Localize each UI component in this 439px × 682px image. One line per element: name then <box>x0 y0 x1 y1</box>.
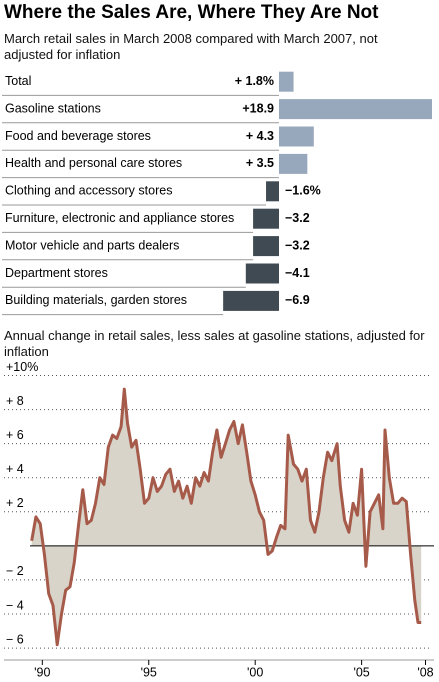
category-label: Motor vehicle and parts dealers <box>5 238 179 252</box>
category-label: Clothing and accessory stores <box>5 184 172 198</box>
y-tick-label: − 2 <box>6 564 24 578</box>
x-tick-label: '95 <box>141 665 157 679</box>
bar <box>279 153 308 174</box>
value-label: −3.2 <box>285 238 310 252</box>
bar <box>279 99 432 120</box>
y-tick-label: − 4 <box>6 598 24 612</box>
category-label: Total <box>5 74 31 88</box>
category-label: Building materials, garden stores <box>5 293 187 307</box>
area-fill <box>31 389 422 645</box>
y-tick-label: + 2 <box>6 496 24 510</box>
y-tick-label: + 8 <box>6 394 24 408</box>
bar <box>279 126 314 147</box>
value-label: −6.9 <box>285 293 310 307</box>
bar <box>266 181 279 202</box>
bar <box>223 290 279 311</box>
category-label: Department stores <box>5 266 108 280</box>
value-label: +18.9 <box>242 101 274 115</box>
x-tick-label: '00 <box>247 665 263 679</box>
chart-subtitle: March retail sales in March 2008 compare… <box>4 31 378 62</box>
bar <box>253 236 279 257</box>
value-label: + 4.3 <box>246 129 274 143</box>
value-label: −1.6% <box>285 184 321 198</box>
chart-subtitle: Annual change in retail sales, less sale… <box>4 328 425 359</box>
bar <box>253 208 279 229</box>
line <box>30 387 422 647</box>
y-tick-label: + 6 <box>6 428 24 442</box>
category-label: Food and beverage stores <box>5 129 151 143</box>
category-label: Gasoline stations <box>5 101 101 115</box>
value-label: + 3.5 <box>246 156 274 170</box>
value-label: −4.1 <box>285 266 310 280</box>
category-label: Health and personal care stores <box>5 156 182 170</box>
x-tick-label: '08 <box>417 665 433 679</box>
y-tick-label: − 6 <box>6 632 24 646</box>
category-label: Furniture, electronic and appliance stor… <box>5 211 234 225</box>
bar <box>279 71 294 92</box>
x-tick-label: '90 <box>34 665 50 679</box>
value-label: −3.2 <box>285 211 310 225</box>
x-tick-label: '05 <box>353 665 369 679</box>
y-tick-label: +10% <box>6 360 38 374</box>
value-label: + 1.8% <box>235 74 274 88</box>
bar <box>245 263 279 284</box>
chart-title: Where the Sales Are, Where They Are Not <box>4 2 379 23</box>
y-tick-label: + 4 <box>6 462 24 476</box>
